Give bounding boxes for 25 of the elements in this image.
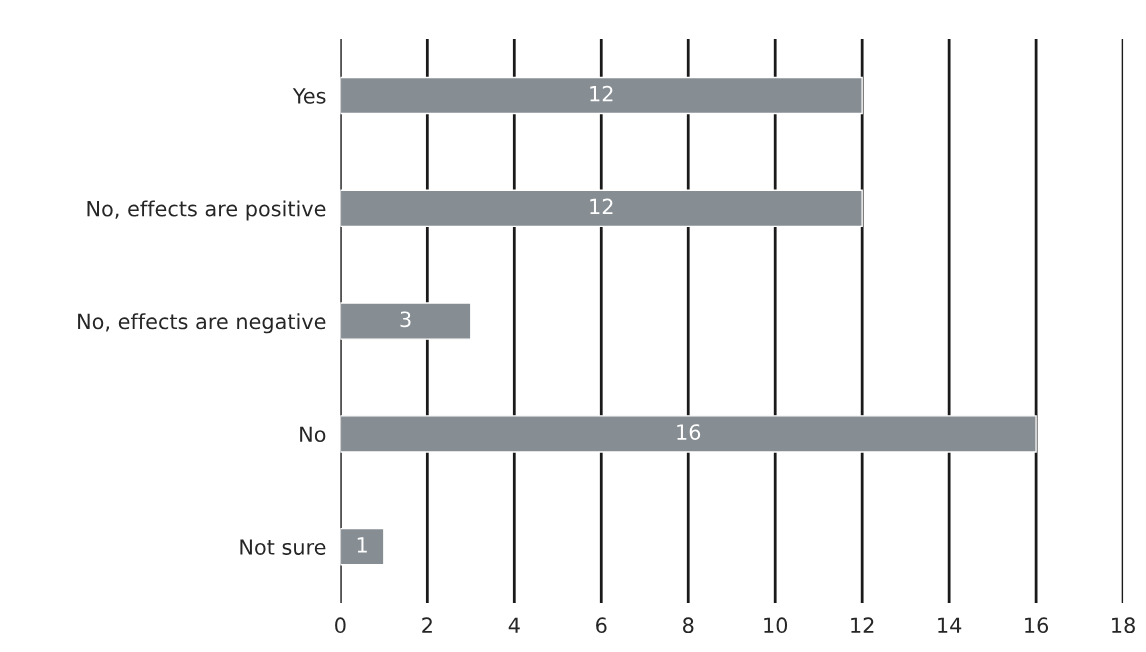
x-tick-label: 14: [938, 617, 962, 633]
x-tick-label: 6: [596, 617, 607, 634]
x-tick-label: 12: [851, 617, 874, 633]
data-label: 12: [590, 198, 613, 215]
bar: [340, 76, 863, 115]
bar: [340, 302, 472, 340]
y-tick-label: No, effects are positive: [87, 200, 326, 221]
x-tick-label: 16: [1025, 617, 1049, 634]
y-tick-label: Not sure: [240, 539, 326, 555]
x-tick-label: 2: [422, 617, 432, 633]
x-tick-label: 18: [1112, 617, 1135, 634]
data-label: 3: [400, 311, 411, 328]
bar: [340, 527, 385, 566]
y-tick-label: No: [300, 426, 326, 443]
x-tick-label: 4: [508, 617, 520, 633]
data-label: 12: [590, 85, 613, 102]
y-tick-label: Yes: [292, 88, 326, 104]
data-label: 16: [677, 424, 701, 440]
bar: [340, 189, 863, 228]
y-tick-label: No, effects are negative: [78, 313, 326, 334]
x-tick-label: 10: [764, 617, 788, 634]
data-label: 1: [357, 537, 367, 553]
x-tick-label: 0: [335, 617, 346, 634]
bar: [340, 415, 1037, 453]
x-tick-label: 8: [683, 617, 694, 634]
